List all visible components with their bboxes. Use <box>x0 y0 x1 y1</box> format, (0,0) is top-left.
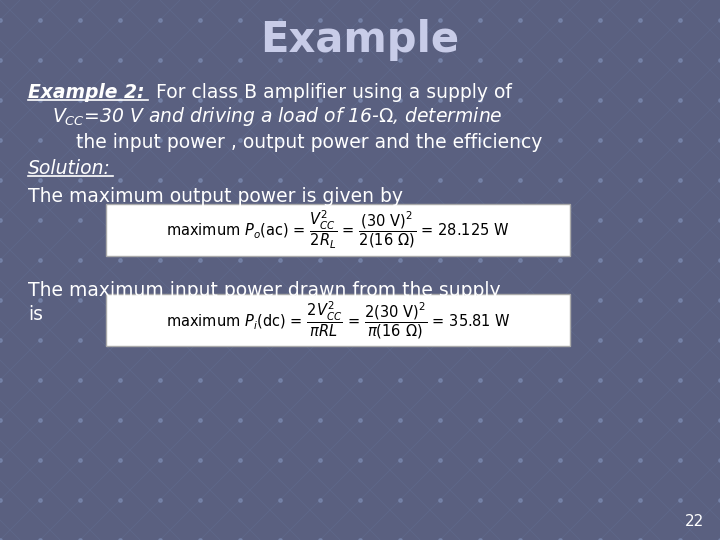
Text: Example 2:: Example 2: <box>28 83 145 102</box>
FancyBboxPatch shape <box>106 294 570 346</box>
Text: maximum $P_o$(ac) = $\dfrac{V^2_{CC}}{2R_L}$ = $\dfrac{(30\ \mathrm{V})^2}{2(16\: maximum $P_o$(ac) = $\dfrac{V^2_{CC}}{2R… <box>166 209 510 251</box>
Text: The maximum output power is given by: The maximum output power is given by <box>28 186 403 206</box>
Text: is: is <box>28 306 43 325</box>
Text: 22: 22 <box>685 515 705 530</box>
FancyBboxPatch shape <box>106 204 570 256</box>
Text: the input power , output power and the efficiency: the input power , output power and the e… <box>52 132 542 152</box>
Text: $V_{CC}$=30 V and driving a load of 16-$\Omega$, determine: $V_{CC}$=30 V and driving a load of 16-$… <box>52 105 503 129</box>
Text: maximum $P_i$(dc) = $\dfrac{2V^2_{CC}}{\pi RL}$ = $\dfrac{2(30\ \mathrm{V})^2}{\: maximum $P_i$(dc) = $\dfrac{2V^2_{CC}}{\… <box>166 299 510 341</box>
Text: Solution:: Solution: <box>28 159 111 178</box>
Text: The maximum input power drawn from the supply: The maximum input power drawn from the s… <box>28 280 500 300</box>
Text: For class B amplifier using a supply of: For class B amplifier using a supply of <box>150 83 512 102</box>
Text: Example: Example <box>261 19 459 61</box>
